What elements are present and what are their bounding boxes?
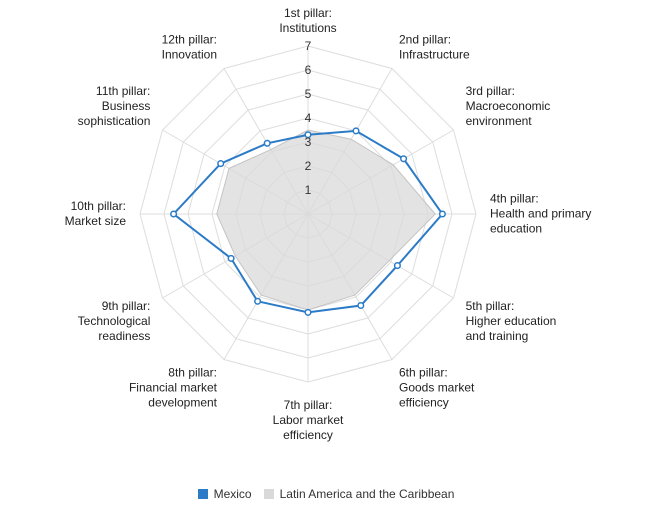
axis-label-line: 12th pillar: (162, 32, 217, 46)
axis-label-line: 2nd pillar: (399, 32, 451, 46)
legend-swatch-latin-america (263, 489, 274, 499)
legend-item-mexico[interactable]: Mexico (197, 487, 252, 501)
mexico-point-9 (227, 254, 235, 262)
radar-chart: 1 2 3 4 5 6 7 1st pillar: Institutions 2nd pilla… (65, 6, 592, 442)
tick-label-4: 4 (305, 111, 312, 125)
axis-label-pillar-11: 11th pillar: Business sophistication (78, 84, 151, 128)
mexico-point-11 (217, 160, 225, 168)
mexico-point-10 (170, 210, 178, 218)
axis-label-line: Institutions (279, 21, 336, 35)
axis-label-line: efficiency (399, 396, 449, 410)
legend-swatch-mexico (197, 489, 208, 499)
axis-label-line: Infrastructure (399, 47, 470, 61)
axis-label-line: Market size (65, 214, 127, 228)
mexico-point-1 (304, 131, 312, 139)
axis-label-line: education (490, 222, 542, 236)
axis-label-line: Higher education (466, 314, 557, 328)
tick-label-5: 5 (305, 87, 312, 101)
legend: Mexico Latin America and the Caribbean (0, 487, 652, 501)
axis-label-line: 5th pillar: (466, 299, 515, 313)
axis-label-pillar-10: 10th pillar: Market size (65, 199, 127, 228)
mexico-point-2 (352, 127, 360, 135)
axis-label-line: Innovation (162, 47, 217, 61)
mexico-point-8 (254, 297, 262, 305)
tick-label-6: 6 (305, 63, 312, 77)
axis-label-line: 3rd pillar: (466, 84, 515, 98)
tick-label-3: 3 (305, 135, 312, 149)
axis-label-pillar-6: 6th pillar: Goods market efficiency (399, 366, 475, 410)
mexico-point-7 (304, 308, 312, 316)
mexico-point-6 (357, 301, 365, 310)
axis-label-line: Macroeconomic (466, 99, 551, 113)
mexico-point-12 (263, 139, 271, 147)
axis-label-pillar-2: 2nd pillar: Infrastructure (399, 32, 470, 61)
axis-label-line: 10th pillar: (71, 199, 126, 213)
axis-label-line: 4th pillar: (490, 192, 539, 206)
mexico-point-3 (400, 155, 408, 163)
axis-label-line: Health and primary (490, 207, 591, 221)
axis-label-line: Business (102, 99, 151, 113)
axis-label-line: Goods market (399, 381, 475, 395)
axis-label-line: Financial market (129, 381, 218, 395)
axis-label-pillar-5: 5th pillar: Higher education and training (466, 299, 557, 343)
axis-label-line: development (148, 396, 217, 410)
tick-label-7: 7 (305, 39, 312, 53)
axis-label-pillar-9: 9th pillar: Technological readiness (78, 299, 151, 343)
axis-label-line: sophistication (78, 114, 151, 128)
axis-label-line: environment (466, 114, 533, 128)
tick-label-2: 2 (305, 159, 312, 173)
legend-item-latin-america[interactable]: Latin America and the Caribbean (263, 487, 455, 501)
axis-label-line: 1st pillar: (284, 6, 332, 20)
axis-label-line: Technological (78, 314, 151, 328)
mexico-point-5 (393, 262, 401, 270)
axis-label-line: 6th pillar: (399, 366, 448, 380)
axis-label-line: efficiency (283, 428, 333, 442)
axis-label-line: 11th pillar: (96, 84, 150, 98)
axis-label-pillar-3: 3rd pillar: Macroeconomic environment (466, 84, 551, 128)
axis-label-pillar-12: 12th pillar: Innovation (162, 32, 217, 61)
radial-tick-labels: 1 2 3 4 5 6 7 (305, 39, 312, 197)
radar-series (170, 127, 446, 316)
axis-label-pillar-4: 4th pillar: Health and primary education (490, 192, 591, 236)
axis-label-line: and training (466, 329, 529, 343)
axis-label-line: Labor market (273, 413, 344, 427)
axis-label-pillar-7: 7th pillar: Labor market efficiency (273, 398, 344, 442)
axis-label-line: 9th pillar: (102, 299, 151, 313)
legend-label-mexico: Mexico (213, 487, 252, 501)
legend-label-latin-america: Latin America and the Caribbean (279, 487, 455, 501)
mexico-point-4 (438, 210, 446, 218)
axis-label-pillar-1: 1st pillar: Institutions (279, 6, 336, 35)
axis-label-pillar-8: 8th pillar: Financial market development (129, 366, 218, 410)
tick-label-1: 1 (305, 183, 312, 197)
axis-label-line: 8th pillar: (168, 366, 217, 380)
axis-label-line: readiness (98, 329, 150, 343)
axis-label-line: 7th pillar: (284, 398, 333, 412)
axis-labels: 1st pillar: Institutions 2nd pillar: Infras… (65, 6, 592, 442)
